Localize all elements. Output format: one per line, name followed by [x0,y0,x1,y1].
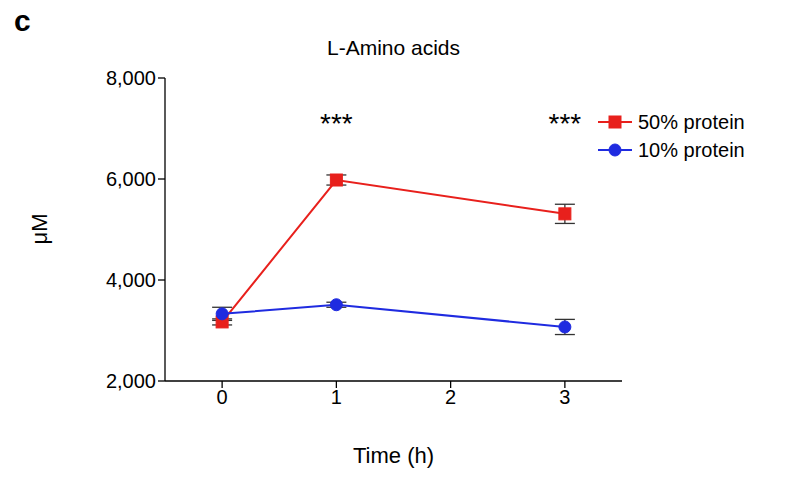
svg-text:0: 0 [217,386,228,408]
svg-text:1: 1 [331,386,342,408]
html-text:μM: μM [27,213,52,244]
html-text:10% protein: 10% protein [638,138,745,161]
svg-text:2,000: 2,000 [106,370,156,392]
html-text:50% protein: 50% protein [638,110,745,133]
svg-text:***: *** [549,108,582,139]
svg-text:6,000: 6,000 [106,168,156,190]
html-text:Time (h): Time (h) [353,443,434,468]
svg-text:4,000: 4,000 [106,269,156,291]
svg-text:2: 2 [445,386,456,408]
html-text:L-Amino acids: L-Amino acids [327,36,460,59]
svg-text:3: 3 [559,386,570,408]
svg-text:8,000: 8,000 [106,67,156,89]
html-text:c: c [14,4,31,37]
svg-text:***: *** [320,108,353,139]
